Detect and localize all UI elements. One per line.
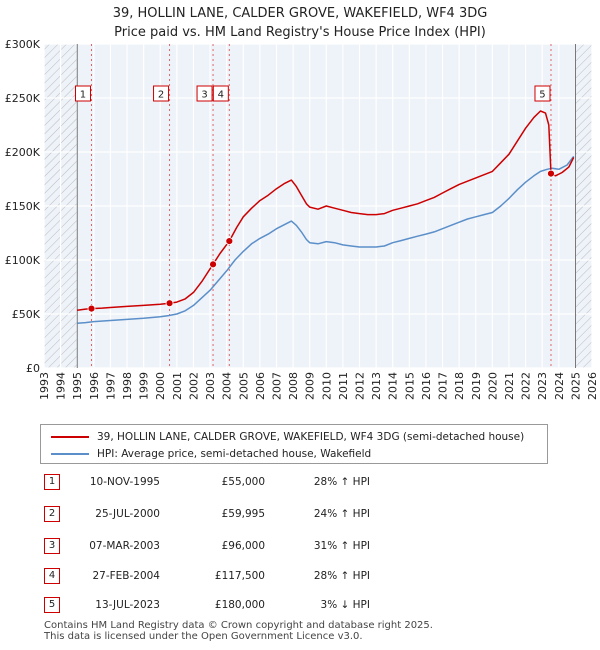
x-tick-label: 1997 xyxy=(104,372,117,400)
x-tick-label: 1996 xyxy=(88,372,101,400)
transaction-hpi-diff: 31% ↑ HPI xyxy=(313,540,370,552)
transaction-date: 25-JUL-2000 xyxy=(95,508,160,520)
legend-label-property: 39, HOLLIN LANE, CALDER GROVE, WAKEFIELD… xyxy=(97,431,525,443)
x-tick-label: 1995 xyxy=(71,372,84,400)
x-tick-label: 2014 xyxy=(387,372,400,400)
legend-swatch-red xyxy=(51,436,89,438)
x-tick-label: 2010 xyxy=(320,372,333,400)
table-row: 1 10-NOV-1995 £55,000 28% ↑ HPI xyxy=(0,473,600,493)
y-tick-label: £200K xyxy=(5,146,41,159)
table-row: 2 25-JUL-2000 £59,995 24% ↑ HPI xyxy=(0,505,600,525)
transaction-number-badge: 2 xyxy=(44,506,60,522)
x-tick-label: 2012 xyxy=(354,372,367,400)
transaction-hpi-diff: 28% ↑ HPI xyxy=(313,570,370,582)
transaction-number-badge: 3 xyxy=(44,538,60,554)
transaction-label-box xyxy=(212,85,229,102)
transaction-number-badge: 1 xyxy=(44,474,60,490)
transaction-point xyxy=(209,260,217,269)
x-tick-label: 2015 xyxy=(403,372,416,400)
x-tick-label: 2017 xyxy=(437,372,450,400)
transaction-hpi-diff: 3% ↓ HPI xyxy=(320,599,370,611)
legend-entry-property: 39, HOLLIN LANE, CALDER GROVE, WAKEFIELD… xyxy=(51,428,524,446)
x-tick-label: 2021 xyxy=(503,372,516,400)
transaction-point xyxy=(165,299,174,308)
footer-line2: This data is licensed under the Open Gov… xyxy=(44,631,363,642)
x-tick-label: 2011 xyxy=(337,372,350,400)
transaction-price: £117,500 xyxy=(214,570,265,582)
transaction-number-badge: 4 xyxy=(44,568,60,584)
transaction-price: £55,000 xyxy=(221,476,265,488)
transaction-point xyxy=(87,304,96,313)
transaction-hpi-diff: 24% ↑ HPI xyxy=(313,508,370,520)
x-tick-label: 2001 xyxy=(171,372,184,400)
transaction-point xyxy=(547,169,555,178)
x-tick-label: 1993 xyxy=(38,372,51,400)
chart-title-line2: Price paid vs. HM Land Registry's House … xyxy=(114,25,486,40)
x-tick-label: 2022 xyxy=(520,372,533,400)
transaction-label-number: 2 xyxy=(158,90,164,101)
x-tick-label: 2000 xyxy=(154,372,167,400)
transaction-date: 10-NOV-1995 xyxy=(89,476,160,488)
x-tick-label: 2023 xyxy=(536,372,549,400)
y-tick-label: £0 xyxy=(26,362,40,375)
transaction-label-box xyxy=(534,85,551,102)
x-tick-label: 2004 xyxy=(221,372,234,400)
hpi-series-line xyxy=(77,155,575,324)
x-tick-label: 2016 xyxy=(420,372,433,400)
y-tick-label: £250K xyxy=(5,92,41,105)
chart-title-line1: 39, HOLLIN LANE, CALDER GROVE, WAKEFIELD… xyxy=(112,6,488,21)
x-tick-label: 2002 xyxy=(187,372,200,400)
y-tick-label: £300K xyxy=(5,38,41,51)
x-tick-label: 2019 xyxy=(470,372,483,400)
x-tick-label: 1999 xyxy=(138,372,151,400)
x-tick-label: 2018 xyxy=(453,372,466,400)
transaction-label-box xyxy=(153,85,170,102)
x-tick-label: 2025 xyxy=(569,372,582,400)
transaction-hpi-diff: 28% ↑ HPI xyxy=(313,476,370,488)
x-tick-label: 2009 xyxy=(304,372,317,400)
transaction-label-box xyxy=(74,85,91,102)
x-tick-label: 2013 xyxy=(370,372,383,400)
transaction-label-box xyxy=(196,85,213,102)
transaction-price: £96,000 xyxy=(221,540,265,552)
transaction-price: £59,995 xyxy=(221,508,265,520)
x-tick-label: 2008 xyxy=(287,372,300,400)
x-tick-label: 2007 xyxy=(270,372,283,400)
x-tick-label: 2026 xyxy=(586,372,599,400)
x-tick-label: 1994 xyxy=(55,372,68,400)
transaction-label-number: 3 xyxy=(201,90,207,101)
table-row: 4 27-FEB-2004 £117,500 28% ↑ HPI xyxy=(0,567,600,587)
y-tick-label: £100K xyxy=(5,254,41,267)
legend-swatch-blue xyxy=(51,453,89,455)
x-tick-label: 2020 xyxy=(486,372,499,400)
transaction-label-number: 4 xyxy=(218,90,224,101)
transaction-price: £180,000 xyxy=(214,599,265,611)
chart-title: 39, HOLLIN LANE, CALDER GROVE, WAKEFIELD… xyxy=(0,4,600,42)
property-series-line xyxy=(77,110,575,311)
x-tick-label: 2005 xyxy=(237,372,250,400)
transaction-date: 07-MAR-2003 xyxy=(89,540,160,552)
footer-line1: Contains HM Land Registry data © Crown c… xyxy=(44,620,433,631)
transaction-point xyxy=(225,237,234,246)
chart-legend: 39, HOLLIN LANE, CALDER GROVE, WAKEFIELD… xyxy=(40,424,548,464)
x-tick-label: 2003 xyxy=(204,372,217,400)
table-row: 5 13-JUL-2023 £180,000 3% ↓ HPI xyxy=(0,596,600,616)
transaction-label-number: 5 xyxy=(539,90,545,101)
transaction-label-number: 1 xyxy=(80,90,86,101)
transaction-number-badge: 5 xyxy=(44,597,60,613)
y-tick-label: £150K xyxy=(5,200,41,213)
y-tick-label: £50K xyxy=(12,308,41,321)
transaction-date: 27-FEB-2004 xyxy=(92,570,160,582)
x-tick-label: 2006 xyxy=(254,372,267,400)
x-tick-label: 1998 xyxy=(121,372,134,400)
x-tick-label: 2024 xyxy=(553,372,566,400)
legend-entry-hpi: HPI: Average price, semi-detached house,… xyxy=(51,445,371,463)
transaction-date: 13-JUL-2023 xyxy=(95,599,160,611)
table-row: 3 07-MAR-2003 £96,000 31% ↑ HPI xyxy=(0,537,600,557)
footer-attribution: Contains HM Land Registry data © Crown c… xyxy=(44,620,433,642)
legend-label-hpi: HPI: Average price, semi-detached house,… xyxy=(97,448,372,460)
